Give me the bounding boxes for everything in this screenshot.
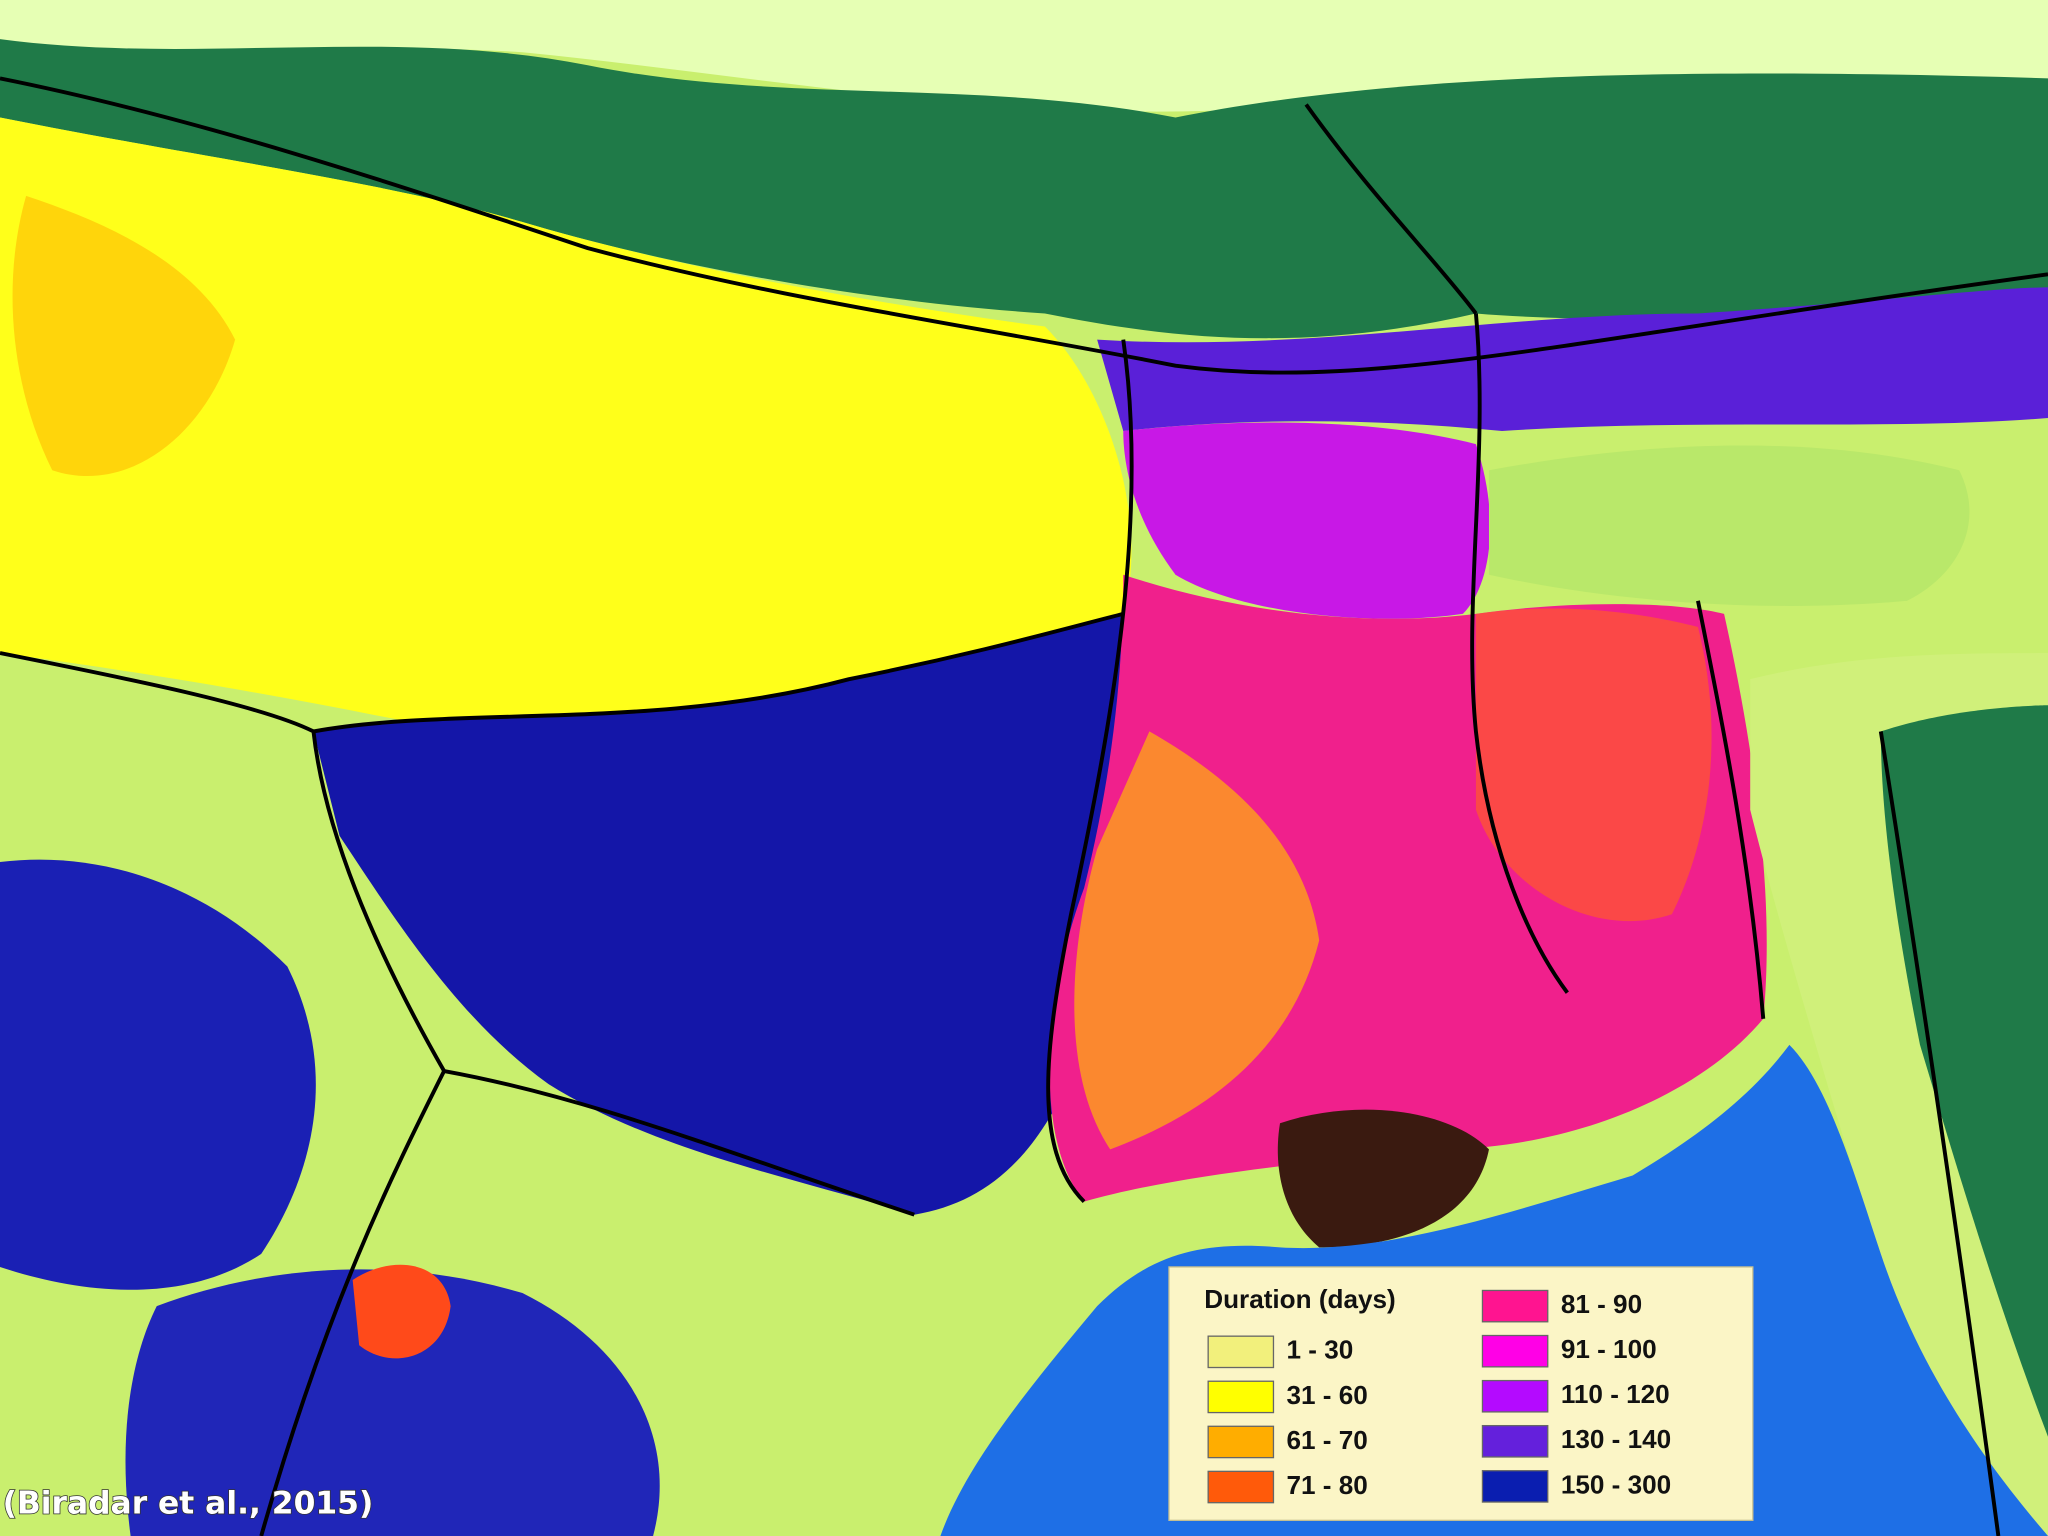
legend-label: 150 - 300	[1561, 1469, 1671, 1499]
legend-swatch	[1481, 1334, 1549, 1368]
boundary	[1304, 103, 1478, 315]
spot-orange	[352, 1264, 451, 1359]
legend-swatch	[1207, 1470, 1275, 1504]
legend-items: 1 - 30 31 - 60 61 - 70 71 - 80 81 - 90 91 - 1…	[1207, 1289, 1671, 1504]
legend-swatch	[1481, 1424, 1549, 1458]
forest-north	[0, 39, 2048, 339]
boundary	[0, 651, 447, 1536]
boundary	[1046, 339, 1134, 1204]
forest-east	[1880, 705, 2048, 1437]
legend-swatch	[1481, 1470, 1549, 1503]
legend-label: 81 - 90	[1561, 1289, 1642, 1319]
region-blue-south	[125, 1269, 660, 1536]
plains-yellow	[0, 117, 1132, 742]
legend-swatch	[1207, 1425, 1275, 1459]
legend-label: 31 - 60	[1287, 1380, 1368, 1410]
legend-swatch	[1207, 1380, 1275, 1414]
boundary	[1878, 731, 2001, 1536]
legend-label: 61 - 70	[1287, 1425, 1368, 1455]
legend-swatch	[1481, 1379, 1549, 1413]
legend-swatch	[1207, 1335, 1275, 1369]
legend-label: 91 - 100	[1561, 1334, 1657, 1364]
boundary	[1470, 313, 1569, 994]
legend-title: Duration (days)	[1204, 1284, 1396, 1314]
boundary	[313, 611, 1124, 734]
legend-label: 110 - 120	[1561, 1379, 1670, 1409]
boundary	[1696, 600, 1766, 1019]
plateau	[1488, 445, 1970, 606]
legend-swatch	[1481, 1289, 1549, 1323]
citation: (Biradar et al., 2015)	[3, 1486, 374, 1522]
region-magenta	[1123, 422, 1491, 619]
boundary	[443, 1069, 915, 1217]
region-purple-ne	[1097, 287, 2048, 432]
sundarbans	[1277, 1109, 1489, 1248]
legend-label: 1 - 30	[1287, 1335, 1354, 1365]
boundary	[0, 76, 2048, 375]
legend-label: 130 - 140	[1561, 1424, 1671, 1454]
boundaries	[0, 76, 2048, 1536]
region-blue-west	[0, 859, 316, 1290]
plains-orange	[12, 195, 236, 477]
region-blue	[313, 613, 1134, 1215]
legend-label: 71 - 80	[1287, 1470, 1368, 1500]
region-orange	[1074, 731, 1320, 1150]
region-orange-east	[1475, 608, 1712, 922]
